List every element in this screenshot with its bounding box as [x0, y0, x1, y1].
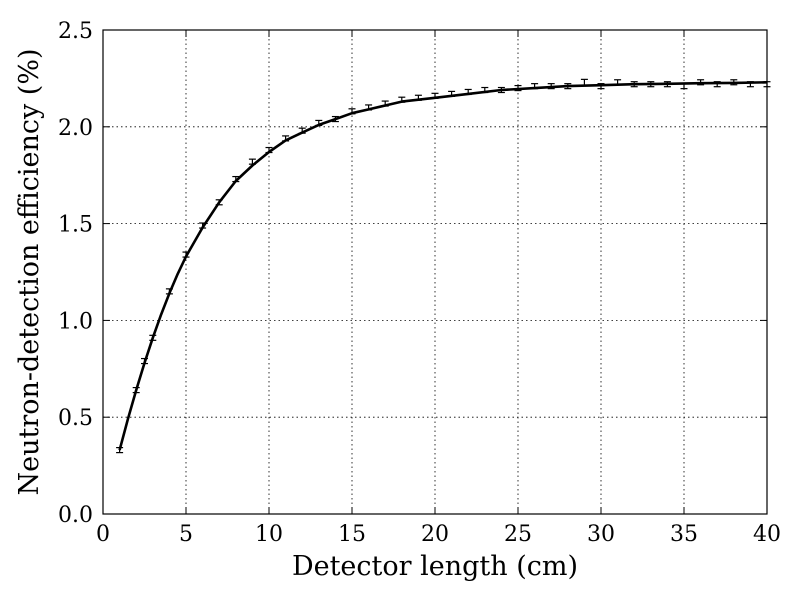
data-point	[365, 104, 373, 111]
data-point	[630, 81, 638, 88]
data-point	[414, 94, 422, 101]
data-point	[713, 81, 721, 88]
data-point	[215, 199, 223, 206]
data-point	[141, 357, 148, 365]
label-layer: 0 5 10 15 20 25 30 35 40 0.0 0.5 1.0 1.5 2.0 2.5	[58, 19, 781, 547]
data-point	[232, 175, 240, 183]
data-point	[149, 334, 157, 341]
data-point	[182, 251, 190, 258]
x-tick-label: 10	[255, 522, 283, 547]
data-point	[381, 100, 389, 107]
data-point	[248, 158, 256, 165]
data-point	[680, 83, 688, 90]
data-point	[348, 108, 356, 115]
y-tick-label: 2.0	[58, 116, 93, 141]
y-tick-label: 0.5	[58, 406, 93, 431]
x-tick-label: 5	[179, 522, 193, 547]
y-tick-label: 2.5	[58, 19, 93, 44]
data-point	[448, 90, 456, 97]
data-point	[547, 83, 555, 90]
y-tick-label: 0.0	[58, 503, 93, 528]
y-axis-label: Neutron-detection efficiency (%)	[14, 48, 45, 495]
data-point	[331, 115, 339, 123]
data-point	[746, 81, 754, 88]
y-tick-label: 1.0	[58, 309, 93, 334]
x-tick-label: 20	[421, 522, 449, 547]
data-point	[398, 96, 406, 103]
data-point	[531, 83, 539, 90]
data-point	[663, 81, 671, 88]
data-point	[564, 83, 572, 90]
data-point	[730, 79, 738, 86]
x-axis-label: Detector length (cm)	[292, 551, 578, 582]
data-point	[697, 79, 705, 86]
data-point	[199, 222, 207, 229]
data-point	[481, 86, 489, 94]
data-point	[431, 92, 439, 99]
data-point	[464, 88, 472, 96]
point-layer	[116, 78, 771, 454]
curve-layer	[118, 81, 768, 451]
data-point	[132, 386, 140, 394]
x-tick-label: 30	[587, 522, 615, 547]
data-point	[282, 135, 290, 142]
x-tick-label: 25	[504, 522, 532, 547]
y-tick-label: 1.5	[58, 213, 93, 238]
data-point	[265, 146, 273, 154]
x-tick-label: 35	[670, 522, 698, 547]
fit-curve	[118, 81, 768, 451]
grid-layer	[102, 29, 768, 515]
data-point	[647, 81, 655, 88]
data-point	[315, 119, 323, 127]
data-point	[165, 288, 173, 295]
x-tick-label: 15	[338, 522, 366, 547]
x-tick-label: 0	[96, 522, 110, 547]
data-point	[497, 86, 505, 94]
x-tick-label: 40	[753, 522, 781, 547]
data-point	[597, 83, 605, 90]
plot-frame	[102, 29, 768, 515]
data-point	[614, 79, 622, 86]
data-point	[580, 78, 588, 86]
data-point	[514, 84, 522, 92]
data-point	[116, 447, 124, 454]
data-point	[298, 127, 306, 134]
